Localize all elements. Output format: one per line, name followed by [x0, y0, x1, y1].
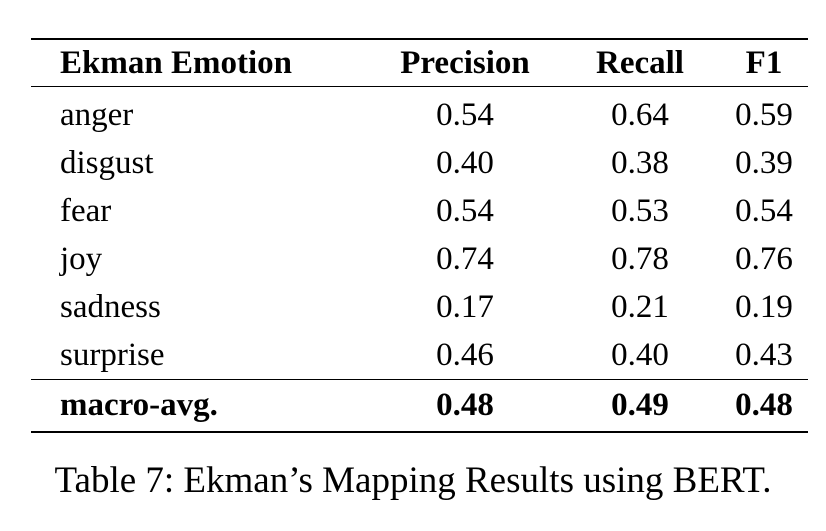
emotion-cell: fear — [60, 192, 112, 229]
recall-cell: 0.53 — [611, 192, 669, 229]
emotion-cell: joy — [60, 240, 103, 277]
table-row: surprise 0.46 0.40 0.43 — [31, 331, 808, 380]
precision-cell: 0.54 — [436, 192, 494, 229]
precision-cell: 0.46 — [436, 336, 494, 373]
recall-cell: 0.64 — [611, 96, 669, 133]
table-body: anger 0.54 0.64 0.59 disgust 0.40 0.38 0… — [31, 87, 808, 380]
f1-cell: 0.76 — [735, 240, 793, 277]
precision-cell: 0.74 — [436, 240, 494, 277]
precision-cell: 0.54 — [436, 96, 494, 133]
table-row: disgust 0.40 0.38 0.39 — [31, 139, 808, 187]
macro-avg-label: macro-avg. — [60, 387, 218, 423]
table-row: anger 0.54 0.64 0.59 — [31, 87, 808, 140]
ekman-mapping-table: Ekman Emotion Precision Recall F1 anger … — [31, 38, 808, 433]
header-row: Ekman Emotion Precision Recall F1 — [31, 39, 808, 87]
f1-cell: 0.39 — [735, 144, 793, 181]
emotion-cell: sadness — [60, 288, 161, 325]
table-header: Ekman Emotion Precision Recall F1 — [31, 39, 808, 87]
macro-avg-f1: 0.48 — [735, 387, 793, 423]
f1-cell: 0.43 — [735, 336, 793, 373]
f1-cell: 0.54 — [735, 192, 793, 229]
emotion-cell: surprise — [60, 336, 165, 373]
macro-avg-recall: 0.49 — [611, 387, 669, 423]
table-row: sadness 0.17 0.21 0.19 — [31, 283, 808, 331]
table-caption: Table 7: Ekman’s Mapping Results using B… — [54, 460, 772, 501]
recall-cell: 0.78 — [611, 240, 669, 277]
precision-cell: 0.40 — [436, 144, 494, 181]
header-recall: Recall — [596, 44, 684, 81]
emotion-cell: disgust — [60, 144, 154, 181]
f1-cell: 0.59 — [735, 96, 793, 133]
header-ekman-emotion: Ekman Emotion — [60, 44, 292, 81]
table-footer: macro-avg. 0.48 0.49 0.48 — [31, 379, 808, 432]
emotion-cell: anger — [60, 96, 134, 133]
macro-avg-row: macro-avg. 0.48 0.49 0.48 — [31, 379, 808, 432]
results-table-container: Ekman Emotion Precision Recall F1 anger … — [31, 38, 808, 433]
recall-cell: 0.40 — [611, 336, 669, 373]
table-row: fear 0.54 0.53 0.54 — [31, 187, 808, 235]
f1-cell: 0.19 — [735, 288, 793, 325]
macro-avg-precision: 0.48 — [436, 387, 494, 423]
recall-cell: 0.38 — [611, 144, 669, 181]
precision-cell: 0.17 — [436, 288, 494, 325]
recall-cell: 0.21 — [611, 288, 669, 325]
header-f1: F1 — [745, 44, 783, 81]
table-row: joy 0.74 0.78 0.76 — [31, 235, 808, 283]
header-precision: Precision — [400, 44, 530, 81]
